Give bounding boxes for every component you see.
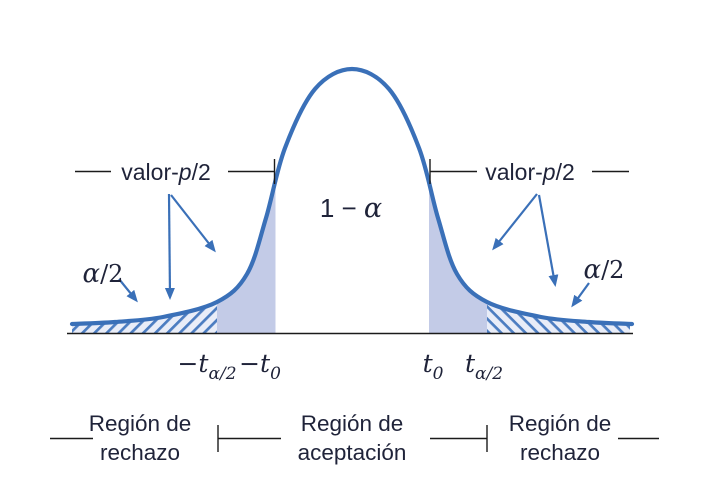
region-acceptance-line2: aceptación [298, 440, 407, 465]
alpha-left-label: α/2 [83, 259, 124, 289]
pvalue-right-label: valor-p/2 [485, 159, 575, 185]
region-rejection-right-line1: Región de [509, 411, 612, 436]
pvalue-left-arrow-down [164, 193, 175, 300]
curve-and-arrows [69, 66, 635, 327]
axis-label-t-alpha2: tα/2 [465, 349, 503, 384]
pvalue-left-arrow-diagonal [170, 194, 216, 253]
pvalue-right-arrow-down [537, 194, 559, 287]
alpha-right-arrow [571, 282, 590, 308]
region-rejection-right-line2: rechazo [520, 440, 600, 465]
region-rejection-left-line2: rechazo [100, 440, 180, 465]
region-acceptance-line1: Región de [301, 411, 404, 436]
alpha-left-arrow [118, 278, 138, 303]
region-hatch-right-3 [487, 302, 630, 333]
axis-label-neg-t0: −t0 [239, 349, 281, 384]
pvalue-left-label: valor-p/2 [121, 159, 211, 185]
region-hatch-left-0 [72, 302, 217, 333]
alpha-right-label: α/2 [584, 255, 625, 285]
distribution-curve [69, 66, 635, 327]
confidence-area-label: 1 − α [320, 193, 382, 224]
axis-label-neg-t-alpha2: −tα/2 [177, 349, 236, 384]
axis-label-t0: t0 [423, 349, 444, 384]
pvalue-right-arrow-diagonal [492, 193, 538, 251]
region-rejection-left-line1: Región de [89, 411, 192, 436]
